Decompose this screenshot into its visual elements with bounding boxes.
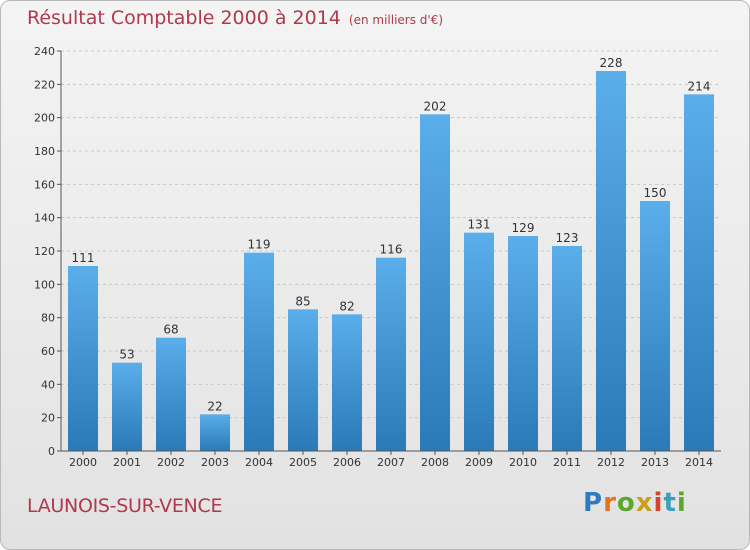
commune-name: LAUNOIS-SUR-VENCE xyxy=(27,495,223,517)
x-tick-label-2014: 2014 xyxy=(685,456,713,469)
bar-2000[interactable] xyxy=(68,266,98,451)
y-tick-label: 40 xyxy=(41,378,55,391)
data-label-2000: 111 xyxy=(72,251,95,265)
x-tick-label-2006: 2006 xyxy=(333,456,361,469)
data-label-2014: 214 xyxy=(688,79,711,93)
data-label-2005: 85 xyxy=(295,294,310,308)
data-label-2008: 202 xyxy=(424,99,447,113)
x-tick-label-2012: 2012 xyxy=(597,456,625,469)
bar-2012[interactable] xyxy=(596,71,626,451)
y-tick-label: 220 xyxy=(34,78,55,91)
y-tick-label: 0 xyxy=(48,445,55,458)
logo-letter: i xyxy=(653,488,664,518)
data-label-2012: 228 xyxy=(600,56,623,70)
y-tick-label: 140 xyxy=(34,212,55,225)
data-label-2009: 131 xyxy=(468,218,491,232)
y-tick-label: 160 xyxy=(34,178,55,191)
bar-2011[interactable] xyxy=(552,246,582,451)
data-label-2003: 22 xyxy=(207,399,222,413)
data-label-2001: 53 xyxy=(119,348,134,362)
proxiti-logo[interactable]: Proxiti xyxy=(583,488,687,518)
bar-2001[interactable] xyxy=(112,362,142,451)
logo-letter: P xyxy=(583,488,604,518)
x-tick-label-2009: 2009 xyxy=(465,456,493,469)
y-tick-label: 80 xyxy=(41,312,55,325)
x-tick-label-2007: 2007 xyxy=(377,456,405,469)
bar-2009[interactable] xyxy=(464,232,494,451)
data-label-2006: 82 xyxy=(339,299,354,313)
y-tick-label: 20 xyxy=(41,412,55,425)
y-tick-label: 100 xyxy=(34,278,55,291)
labels: 0 20 40 60 80 100 120 140 160 180 200 220 240 111 2000… xyxy=(34,45,713,469)
logo-letter: o xyxy=(616,488,636,518)
data-label-2007: 116 xyxy=(380,243,403,257)
bar-2007[interactable] xyxy=(376,257,406,451)
x-tick-label-2003: 2003 xyxy=(201,456,229,469)
y-tick-label: 180 xyxy=(34,145,55,158)
x-tick-label-2005: 2005 xyxy=(289,456,317,469)
bar-2014[interactable] xyxy=(684,94,714,451)
chart-title: Résultat Comptable 2000 à 2014 (en millie… xyxy=(27,7,443,29)
data-label-2004: 119 xyxy=(248,238,271,252)
axes xyxy=(57,50,721,455)
data-label-2010: 129 xyxy=(512,221,535,235)
x-tick-label-2001: 2001 xyxy=(113,456,141,469)
logo-letter: i xyxy=(676,488,687,518)
y-tick-label: 240 xyxy=(34,45,55,58)
x-tick-label-2000: 2000 xyxy=(69,456,97,469)
logo-letter: t xyxy=(663,488,677,518)
data-label-2013: 150 xyxy=(644,186,667,200)
y-tick-label: 200 xyxy=(34,112,55,125)
bars xyxy=(68,71,714,451)
data-label-2011: 123 xyxy=(556,231,579,245)
bar-2005[interactable] xyxy=(288,309,318,451)
x-tick-label-2002: 2002 xyxy=(157,456,185,469)
x-tick-label-2008: 2008 xyxy=(421,456,449,469)
bar-2010[interactable] xyxy=(508,236,538,451)
bar-2003[interactable] xyxy=(200,414,230,451)
y-tick-label: 60 xyxy=(41,345,55,358)
x-tick-label-2011: 2011 xyxy=(553,456,581,469)
x-tick-label-2004: 2004 xyxy=(245,456,273,469)
bar-2013[interactable] xyxy=(640,201,670,451)
chart-subtitle: (en milliers d'€) xyxy=(348,13,444,27)
x-tick-label-2010: 2010 xyxy=(509,456,537,469)
y-tick-label: 120 xyxy=(34,245,55,258)
bar-2006[interactable] xyxy=(332,314,362,451)
chart-title-text: Résultat Comptable 2000 à 2014 xyxy=(27,7,341,29)
x-tick-label-2013: 2013 xyxy=(641,456,669,469)
bar-2002[interactable] xyxy=(156,337,186,451)
bar-2004[interactable] xyxy=(244,252,274,451)
data-label-2002: 68 xyxy=(163,323,178,337)
bar-2008[interactable] xyxy=(420,114,450,451)
logo-letter: x xyxy=(635,488,654,518)
logo-letter: r xyxy=(603,488,617,518)
